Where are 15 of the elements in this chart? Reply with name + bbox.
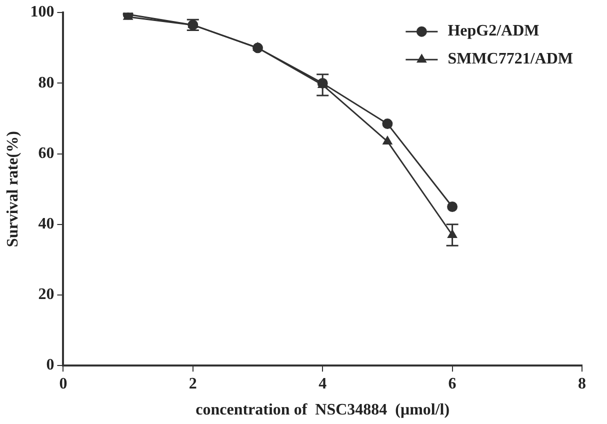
- legend-label: SMMC7721/ADM: [448, 50, 573, 68]
- x-tick-label: 8: [578, 375, 586, 392]
- y-tick-label: 80: [38, 74, 54, 92]
- y-tick-label: 0: [46, 356, 54, 374]
- legend-label: HepG2/ADM: [448, 22, 540, 40]
- y-tick-label: 40: [38, 216, 54, 233]
- y-axis-title: Survival rate(%): [4, 131, 22, 248]
- x-axis-title: concentration of NSC34884 (μmol/l): [196, 402, 450, 419]
- x-tick-label: 0: [59, 375, 68, 392]
- y-tick-label: 60: [38, 144, 54, 162]
- x-tick-label: 6: [448, 375, 456, 392]
- x-tick-label: 2: [188, 375, 197, 392]
- x-tick-label: 4: [318, 375, 327, 392]
- y-tick-label: 100: [30, 4, 54, 21]
- y-tick-label: 20: [38, 286, 54, 304]
